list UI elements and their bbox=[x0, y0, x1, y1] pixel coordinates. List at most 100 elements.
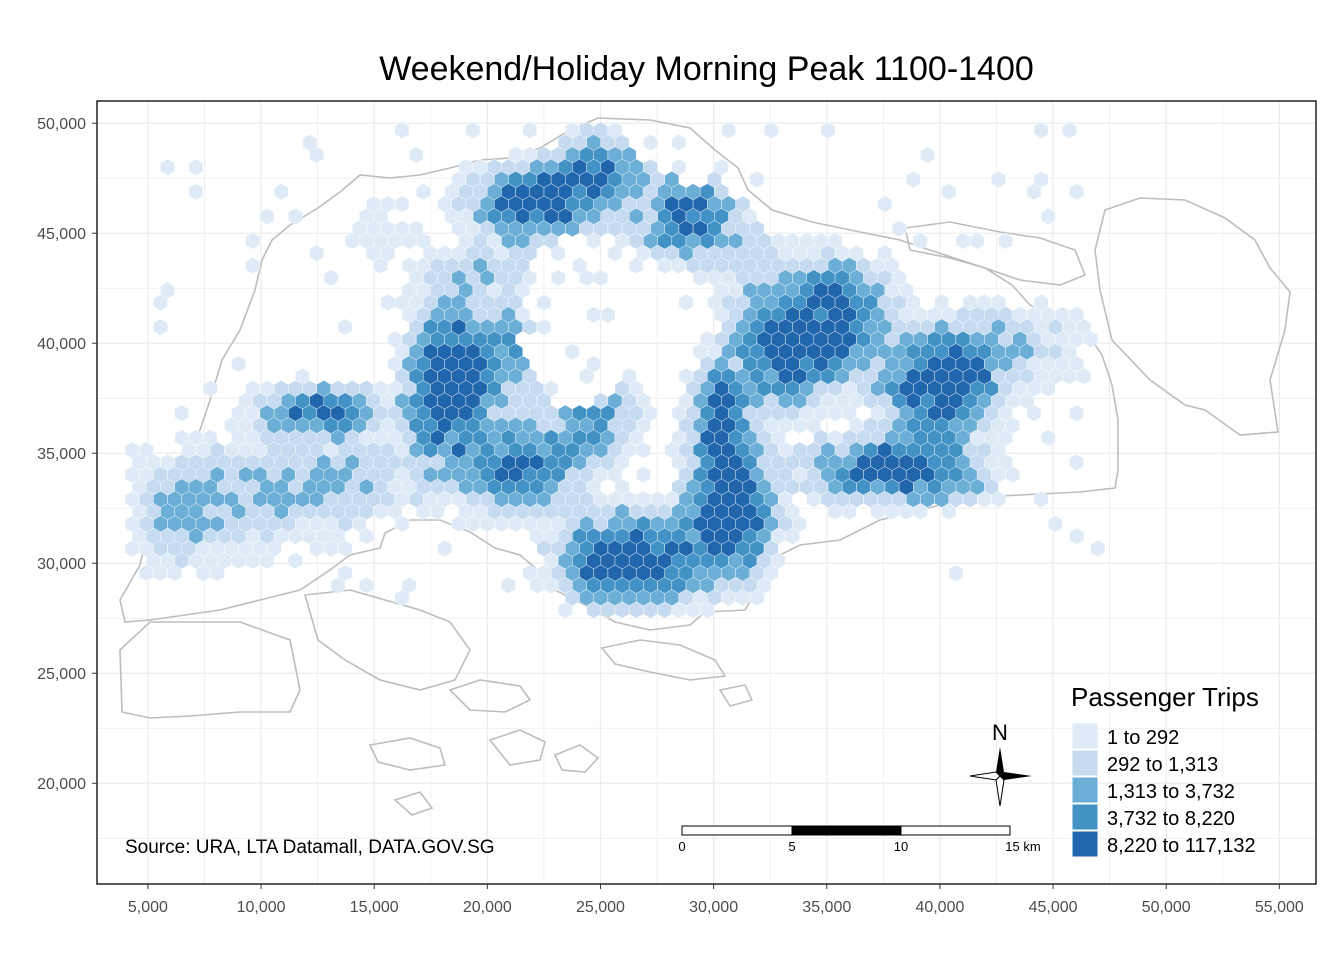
hex-cell bbox=[394, 589, 410, 607]
hex-cell bbox=[636, 466, 651, 484]
hex-cell bbox=[394, 121, 410, 139]
hex-cell bbox=[550, 244, 566, 262]
y-tick-label: 20,000 bbox=[37, 776, 86, 793]
hex-cell bbox=[536, 318, 552, 336]
hex-cell bbox=[891, 220, 907, 238]
hex-cell bbox=[558, 601, 573, 619]
hex-cell bbox=[1026, 183, 1042, 201]
hex-cell bbox=[913, 232, 928, 250]
y-tick-label: 45,000 bbox=[37, 226, 86, 243]
x-tick-label: 20,000 bbox=[463, 899, 512, 916]
x-tick-label: 5,000 bbox=[128, 899, 168, 916]
hex-cell bbox=[153, 294, 168, 311]
hex-cell bbox=[991, 490, 1006, 508]
hex-cell bbox=[323, 269, 339, 287]
legend-key bbox=[1071, 722, 1099, 750]
hex-cell bbox=[359, 576, 374, 594]
hex-cell bbox=[1090, 540, 1106, 557]
hex-cell bbox=[749, 589, 765, 607]
hex-cell bbox=[920, 146, 935, 164]
scale-seg-1 bbox=[681, 825, 793, 836]
legend-label: 1,313 to 3,732 bbox=[1107, 781, 1235, 803]
hex-cell bbox=[593, 269, 609, 287]
hex-cell bbox=[188, 158, 204, 176]
hex-cell bbox=[167, 564, 183, 582]
hex-cell bbox=[700, 601, 715, 619]
hex-cell bbox=[160, 158, 175, 176]
legend-label: 8,220 to 117,132 bbox=[1107, 835, 1256, 857]
hex-cell bbox=[259, 207, 275, 225]
hex-cell bbox=[941, 183, 957, 201]
hex-cell bbox=[394, 195, 410, 213]
hex-cell bbox=[877, 195, 893, 213]
jurong-island-outline bbox=[303, 589, 471, 691]
hex-cell bbox=[565, 343, 580, 361]
hex-cell bbox=[359, 527, 374, 545]
hex-cell bbox=[678, 294, 694, 311]
hex-cell bbox=[969, 232, 985, 250]
hex-cell bbox=[643, 134, 658, 152]
hex-cell bbox=[1040, 207, 1056, 225]
scale-seg-3 bbox=[900, 825, 1011, 836]
southern-island-outline-4 bbox=[553, 744, 600, 773]
hex-cell bbox=[1062, 121, 1077, 139]
hex-cell bbox=[1026, 404, 1042, 422]
north-label: N bbox=[992, 720, 1008, 745]
x-tick-label: 25,000 bbox=[576, 899, 625, 916]
hex-cell bbox=[437, 540, 452, 557]
hex-cell bbox=[1069, 527, 1084, 545]
x-tick-label: 15,000 bbox=[350, 899, 399, 916]
hex-cell bbox=[430, 503, 445, 521]
pulau-tekong-outline bbox=[1094, 197, 1291, 436]
sentosa-outline bbox=[600, 639, 727, 681]
hex-cell bbox=[948, 564, 964, 582]
hex-cell bbox=[1005, 466, 1020, 484]
hex-cell bbox=[607, 244, 623, 262]
north-arrow-icon: N bbox=[969, 720, 1032, 807]
hex-cell bbox=[188, 183, 204, 201]
scale-bar: 0 5 10 15 km bbox=[678, 825, 1041, 854]
hex-cell bbox=[309, 244, 324, 262]
hex-cell bbox=[245, 232, 261, 250]
hex-cell bbox=[749, 171, 765, 188]
hex-cell bbox=[1069, 404, 1084, 422]
hex-cell bbox=[337, 540, 353, 557]
source-note: Source: URA, LTA Datamall, DATA.GOV.SG bbox=[125, 837, 495, 858]
hex-cell bbox=[309, 146, 324, 164]
southern-island-outline-5 bbox=[393, 791, 434, 816]
hex-cell bbox=[763, 121, 779, 139]
hex-cell bbox=[1069, 183, 1084, 201]
x-tick-label: 50,000 bbox=[1142, 899, 1191, 916]
hex-cell bbox=[629, 257, 644, 275]
hex-cell bbox=[202, 380, 218, 398]
hex-cell bbox=[586, 232, 601, 250]
hex-cell bbox=[1083, 330, 1099, 348]
hex-cell bbox=[842, 503, 857, 521]
scale-seg-2 bbox=[791, 825, 902, 836]
hex-cell bbox=[273, 183, 289, 201]
hex-cell bbox=[245, 257, 261, 275]
y-tick-label: 40,000 bbox=[37, 336, 86, 353]
x-axis-ticks: 5,000 10,000 15,000 20,000 25,000 30,000 35,00… bbox=[128, 884, 1304, 916]
hex-cell bbox=[501, 576, 516, 594]
hex-cell bbox=[231, 355, 246, 373]
hex-cell bbox=[998, 232, 1013, 250]
legend-label: 292 to 1,313 bbox=[1107, 754, 1218, 776]
x-tick-label: 35,000 bbox=[802, 899, 851, 916]
hex-cell bbox=[259, 552, 275, 570]
hex-cell bbox=[536, 294, 552, 311]
legend-label: 3,732 to 8,220 bbox=[1107, 808, 1235, 830]
hex-cell bbox=[1033, 121, 1049, 139]
hex-cell bbox=[579, 367, 594, 385]
hex-cell bbox=[337, 318, 353, 336]
legend-key bbox=[1071, 776, 1099, 804]
hex-cell bbox=[373, 257, 388, 275]
y-tick-label: 35,000 bbox=[37, 446, 86, 463]
hexbin-layer bbox=[124, 121, 1106, 619]
hex-cell bbox=[600, 306, 616, 324]
hex-cell bbox=[522, 121, 538, 139]
y-tick-label: 50,000 bbox=[37, 116, 86, 133]
y-tick-label: 30,000 bbox=[37, 556, 86, 573]
hex-cell bbox=[636, 441, 651, 459]
